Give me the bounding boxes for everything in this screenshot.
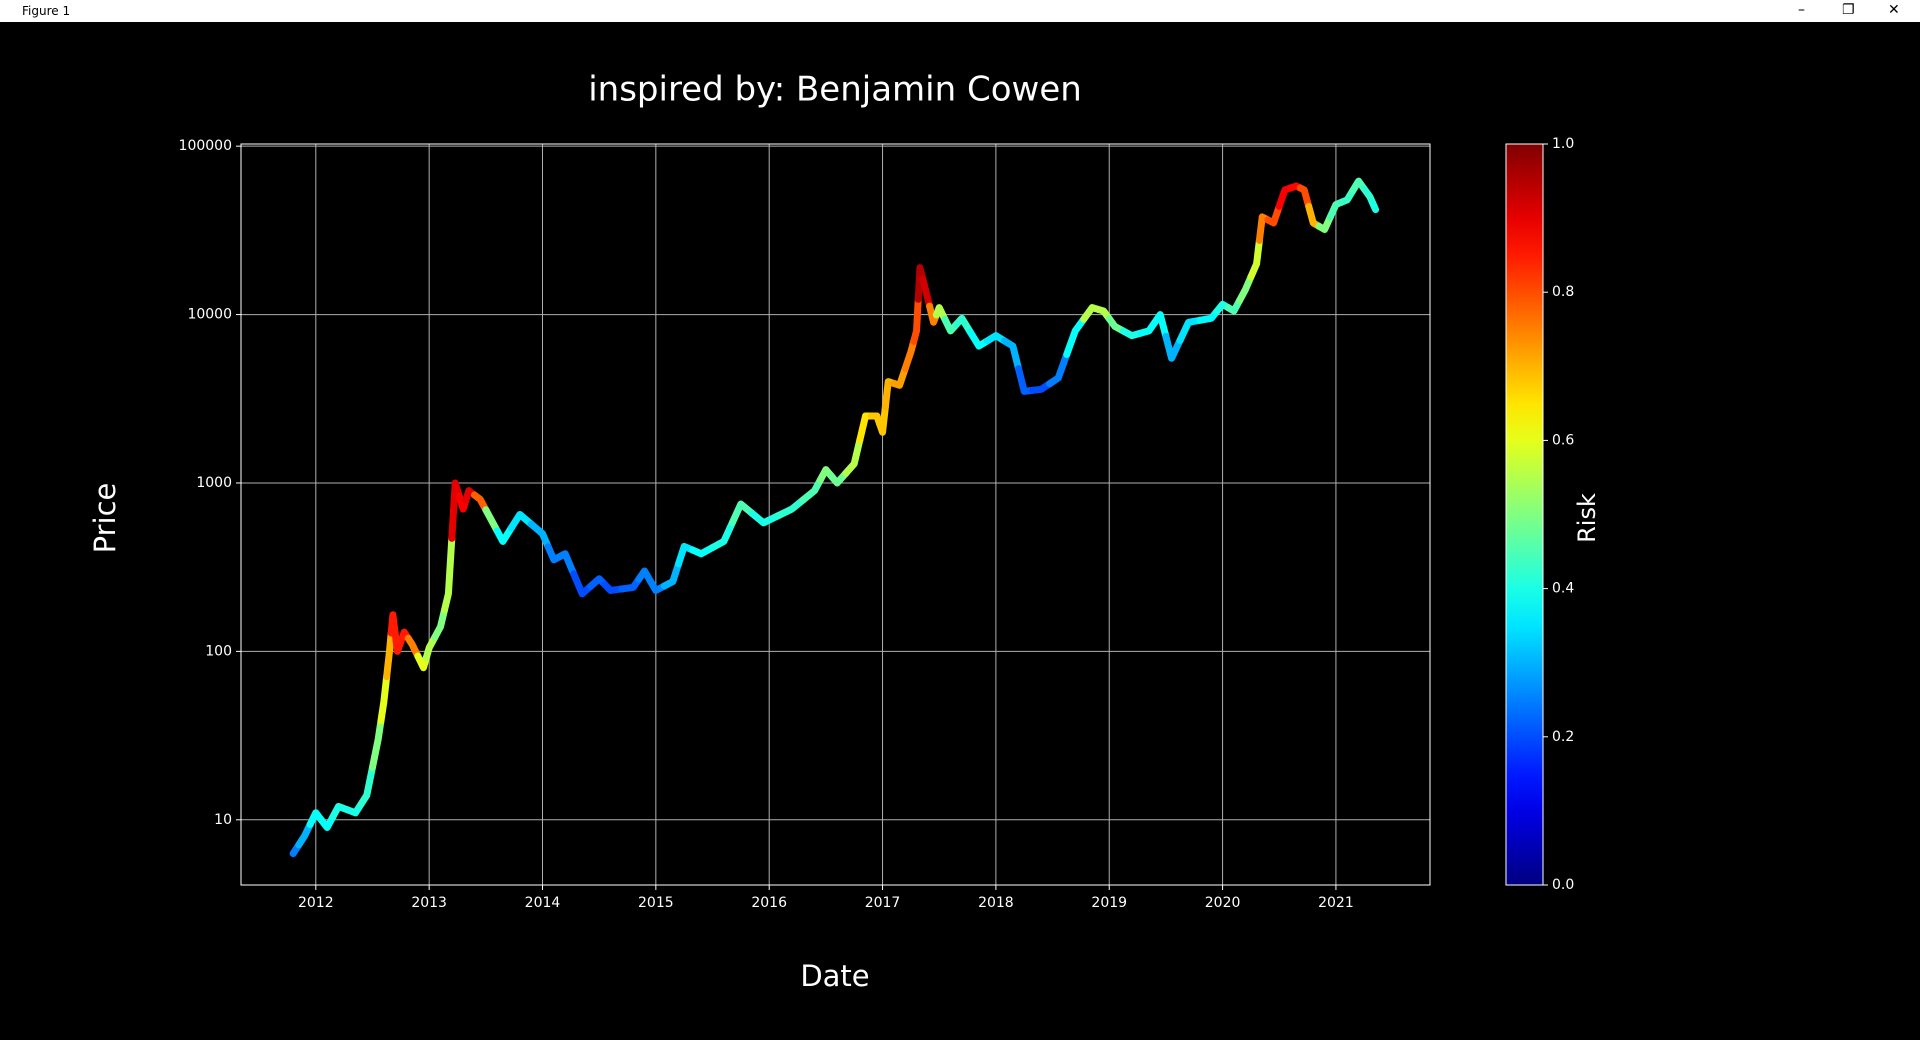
line-segment bbox=[387, 611, 399, 637]
colorbar-tick-label: 0.8 bbox=[1552, 284, 1574, 300]
line-segment bbox=[890, 365, 909, 389]
line-segment bbox=[368, 717, 385, 771]
line-segment bbox=[383, 629, 395, 681]
line-segment bbox=[660, 560, 683, 590]
close[interactable]: ✕ bbox=[1888, 2, 1900, 18]
line-segment bbox=[1247, 236, 1263, 281]
y-tick-label: 10 bbox=[214, 812, 232, 828]
x-tick-label: 2012 bbox=[298, 895, 334, 911]
x-tick-label: 2019 bbox=[1091, 895, 1127, 911]
line-segment bbox=[1224, 296, 1244, 315]
y-axis-label: Price bbox=[88, 483, 122, 554]
line-segment bbox=[377, 673, 391, 725]
x-tick-label: 2015 bbox=[638, 895, 674, 911]
line-segment bbox=[507, 510, 535, 532]
line-segment bbox=[470, 491, 490, 514]
line-segment bbox=[317, 813, 337, 831]
line-segment bbox=[932, 304, 949, 323]
x-tick-label: 2018 bbox=[978, 895, 1014, 911]
line-segment bbox=[919, 275, 934, 310]
line-segment bbox=[1296, 184, 1313, 210]
chart: inspired by: Benjamin Cowen Date Price R… bbox=[88, 70, 1601, 994]
line-segment bbox=[828, 469, 850, 487]
line-segment bbox=[799, 476, 824, 504]
line-segment bbox=[1151, 311, 1170, 340]
line-segment bbox=[910, 295, 922, 345]
line-segment bbox=[914, 264, 927, 303]
title-bar: Figure 1 – ❐ ✕ bbox=[0, 0, 1920, 22]
line-segment bbox=[357, 763, 376, 808]
colorbar-tick-label: 0.4 bbox=[1552, 581, 1574, 597]
line-segment bbox=[556, 550, 578, 578]
y-tick-label: 10000 bbox=[187, 307, 232, 323]
line-segment bbox=[1236, 273, 1255, 304]
line-segment bbox=[1315, 213, 1334, 233]
x-tick-label: 2013 bbox=[411, 895, 447, 911]
line-segment bbox=[295, 820, 314, 849]
line-segment bbox=[404, 634, 422, 660]
line-segment bbox=[1338, 186, 1357, 206]
x-tick-label: 2017 bbox=[865, 895, 901, 911]
x-axis-label: Date bbox=[800, 959, 869, 993]
line-segment bbox=[1063, 315, 1088, 358]
minimize[interactable]: – bbox=[1798, 2, 1805, 18]
line-segment bbox=[952, 314, 974, 336]
line-segment bbox=[709, 519, 736, 552]
line-segment bbox=[601, 581, 626, 594]
line-segment bbox=[728, 500, 756, 527]
line-segment bbox=[856, 412, 875, 444]
line-segment bbox=[482, 506, 501, 535]
colorbar-tick-label: 0.2 bbox=[1552, 729, 1574, 745]
line-segment bbox=[901, 337, 918, 373]
restore[interactable]: ❐ bbox=[1842, 2, 1855, 18]
line-segment bbox=[635, 567, 654, 585]
line-segment bbox=[774, 496, 807, 520]
colorbar-tick-label: 1.0 bbox=[1552, 136, 1574, 152]
line-segment bbox=[876, 403, 889, 436]
colorbar-tick-label: 0.6 bbox=[1552, 432, 1574, 448]
line-segment bbox=[422, 633, 439, 662]
colorbar-tick-label: 0.0 bbox=[1552, 877, 1574, 893]
line-segment bbox=[570, 570, 595, 598]
colorbar-label: Risk bbox=[1573, 493, 1601, 543]
line-segment bbox=[1162, 332, 1184, 362]
line-segment bbox=[1046, 350, 1071, 388]
line-segment bbox=[1000, 337, 1023, 373]
y-tick-label: 100 bbox=[205, 643, 232, 659]
chart-title: inspired by: Benjamin Cowen bbox=[588, 70, 1082, 110]
window-title: Figure 1 bbox=[22, 4, 71, 18]
line-segment bbox=[748, 509, 782, 527]
line-segment bbox=[1176, 316, 1204, 344]
line-segment bbox=[689, 544, 717, 558]
colorbar bbox=[1505, 143, 1544, 886]
x-tick-label: 2014 bbox=[525, 895, 561, 911]
line-segment bbox=[1264, 202, 1283, 227]
x-tick-label: 2021 bbox=[1318, 895, 1354, 911]
line-segment bbox=[493, 524, 515, 545]
y-tick-label: 1000 bbox=[196, 475, 232, 491]
line-segment bbox=[440, 534, 456, 614]
x-tick-label: 2020 bbox=[1205, 895, 1241, 911]
line-segment bbox=[1369, 199, 1380, 214]
plot-frame bbox=[240, 143, 1431, 886]
line-segment bbox=[527, 520, 552, 551]
line-segment bbox=[842, 436, 864, 477]
line-segment bbox=[448, 479, 463, 542]
y-tick-label: 100000 bbox=[179, 138, 232, 154]
x-tick-label: 2016 bbox=[751, 895, 787, 911]
line-segment bbox=[431, 606, 448, 641]
